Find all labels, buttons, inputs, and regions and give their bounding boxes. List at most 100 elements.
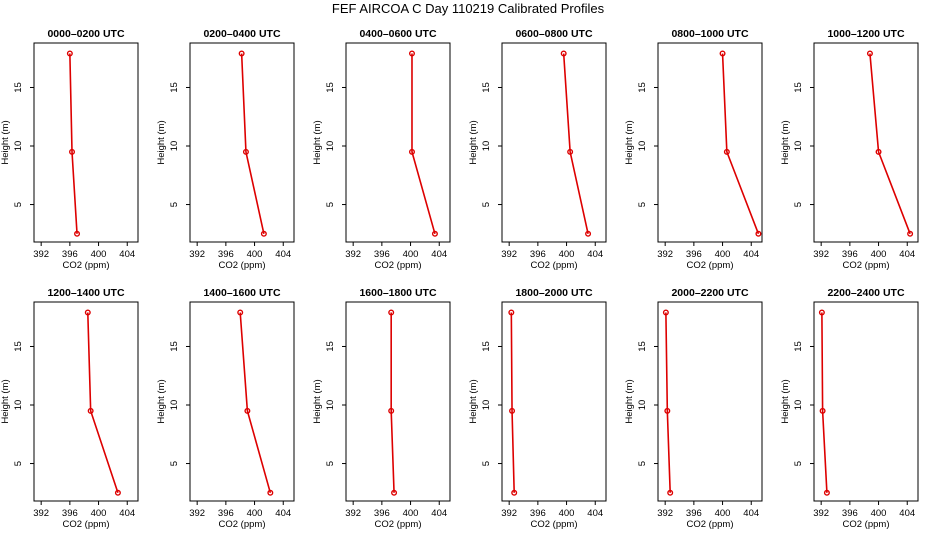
panel-9: 1800–2000 UTC 392 396 400 404 5 10 15 CO2 (ppm) H… <box>468 287 607 530</box>
x-tick-label: 396 <box>842 249 858 260</box>
x-axis-label: CO2 (ppm) <box>687 519 734 530</box>
profile-line <box>86 312 119 494</box>
data-point <box>84 309 91 316</box>
profile-line <box>665 312 671 493</box>
y-axis-label: Height (m) <box>624 120 635 164</box>
panel-title: 1400–1600 UTC <box>203 287 280 299</box>
panel-0: 0000–0200 UTC 392 396 400 404 5 10 15 CO2 (ppm) H… <box>0 28 139 271</box>
data-point <box>719 50 726 57</box>
panel-title: 2000–2200 UTC <box>671 287 748 299</box>
profile-line <box>821 312 828 493</box>
x-axis-label: CO2 (ppm) <box>63 519 110 530</box>
y-axis-label: Height (m) <box>780 379 791 423</box>
x-tick-label: 392 <box>345 508 361 519</box>
plot-frame <box>189 42 295 243</box>
data-point <box>585 230 592 237</box>
x-tick-label: 400 <box>403 508 419 519</box>
panel-11: 2200–2400 UTC 392 396 400 404 5 10 15 CO2 (ppm) H… <box>780 287 919 530</box>
y-axis-label: Height (m) <box>156 379 167 423</box>
panel-title: 0400–0600 UTC <box>359 28 436 40</box>
x-tick-label: 396 <box>686 249 702 260</box>
y-tick-label: 5 <box>325 461 336 466</box>
x-tick-label: 396 <box>374 508 390 519</box>
y-tick-label: 15 <box>169 82 180 93</box>
x-tick-label: 404 <box>743 508 759 519</box>
x-tick-label: 400 <box>91 249 107 260</box>
data-point <box>508 309 515 316</box>
x-tick-label: 396 <box>842 508 858 519</box>
y-axis-label: Height (m) <box>624 379 635 423</box>
x-tick-label: 396 <box>218 508 234 519</box>
profile-line <box>411 53 436 235</box>
y-tick-label: 15 <box>13 341 24 352</box>
data-point <box>388 309 395 316</box>
data-point <box>408 50 415 57</box>
profile-line <box>390 312 395 493</box>
x-tick-label: 392 <box>813 508 829 519</box>
x-tick-label: 392 <box>189 249 205 260</box>
panel-8: 1600–1800 UTC 392 396 400 404 5 10 15 CO2 (ppm) H… <box>312 287 451 530</box>
plot-frame <box>501 301 607 502</box>
data-point <box>388 407 395 414</box>
panel-10: 2000–2200 UTC 392 396 400 404 5 10 15 CO2 (ppm) H… <box>624 287 763 530</box>
plot-frame <box>657 42 763 243</box>
data-point <box>260 230 267 237</box>
x-tick-label: 392 <box>813 249 829 260</box>
x-tick-label: 404 <box>275 508 291 519</box>
y-tick-label: 15 <box>637 82 648 93</box>
x-tick-label: 392 <box>657 249 673 260</box>
figure-title: FEF AIRCOA C Day 110219 Calibrated Profi… <box>332 1 605 16</box>
x-tick-label: 392 <box>345 249 361 260</box>
x-tick-label: 404 <box>431 508 447 519</box>
panel-title: 1600–1800 UTC <box>359 287 436 299</box>
panel-5: 1000–1200 UTC 392 396 400 404 5 10 15 CO2 (ppm) H… <box>780 28 919 271</box>
y-axis-label: Height (m) <box>468 120 479 164</box>
data-point <box>238 50 245 57</box>
panel-title: 1800–2000 UTC <box>515 287 592 299</box>
panel-4: 0800–1000 UTC 392 396 400 404 5 10 15 CO2 (ppm) H… <box>624 28 763 271</box>
x-tick-label: 396 <box>62 249 78 260</box>
plot-frame <box>33 42 139 243</box>
x-axis-label: CO2 (ppm) <box>375 519 422 530</box>
x-axis-label: CO2 (ppm) <box>63 260 110 271</box>
y-tick-label: 15 <box>793 341 804 352</box>
panel-title: 0200–0400 UTC <box>203 28 280 40</box>
x-tick-label: 404 <box>587 508 603 519</box>
y-tick-label: 10 <box>325 141 336 152</box>
y-tick-label: 10 <box>637 400 648 411</box>
data-point <box>907 230 914 237</box>
data-point <box>408 148 415 155</box>
x-axis-label: CO2 (ppm) <box>219 260 266 271</box>
panels-group: 0000–0200 UTC 392 396 400 404 5 10 15 CO2 (ppm) H… <box>0 28 919 530</box>
x-tick-label: 396 <box>530 249 546 260</box>
x-tick-label: 396 <box>218 249 234 260</box>
data-point <box>866 50 873 57</box>
profile-line <box>510 312 515 493</box>
x-tick-label: 404 <box>743 249 759 260</box>
x-tick-label: 392 <box>657 508 673 519</box>
data-point <box>511 489 518 496</box>
data-point <box>509 407 516 414</box>
plot-frame <box>189 301 295 502</box>
y-tick-label: 10 <box>13 141 24 152</box>
panel-title: 1000–1200 UTC <box>827 28 904 40</box>
y-tick-label: 5 <box>169 202 180 207</box>
y-tick-label: 15 <box>481 341 492 352</box>
y-axis-label: Height (m) <box>468 379 479 423</box>
profile-line <box>240 53 265 234</box>
y-tick-label: 10 <box>637 141 648 152</box>
data-point <box>87 407 94 414</box>
panel-title: 0600–0800 UTC <box>515 28 592 40</box>
x-tick-label: 400 <box>247 508 263 519</box>
data-point <box>114 489 121 496</box>
x-tick-label: 404 <box>431 249 447 260</box>
x-tick-label: 392 <box>501 249 517 260</box>
x-axis-label: CO2 (ppm) <box>375 260 422 271</box>
x-tick-label: 400 <box>91 508 107 519</box>
data-point <box>242 148 249 155</box>
y-tick-label: 10 <box>13 400 24 411</box>
y-tick-label: 5 <box>793 202 804 207</box>
y-tick-label: 10 <box>169 141 180 152</box>
y-tick-label: 10 <box>481 400 492 411</box>
